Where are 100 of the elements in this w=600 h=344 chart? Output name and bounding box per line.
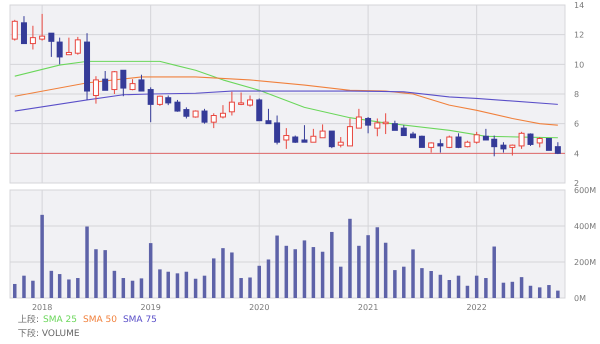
bar [67,279,71,298]
candlestick [12,19,18,42]
bar [520,277,524,298]
bar [158,269,162,298]
bar [50,270,54,298]
bar [492,246,496,298]
candlestick [111,70,118,94]
bar [411,249,415,298]
candlestick [220,104,226,119]
candlestick [174,99,180,112]
bar [248,277,252,298]
bar [429,271,433,298]
x-tick-label: 2018 [32,303,52,312]
bar [448,280,452,298]
bar [330,232,334,298]
bar [140,278,144,298]
y-tick-label: 2 [574,179,580,188]
bar [40,214,44,298]
candlestick [247,94,254,108]
candlestick [446,135,452,149]
candlestick [238,92,244,106]
candlestick [456,132,462,149]
text: SMA 25 [43,315,77,325]
bar [438,274,442,298]
candlestick [102,70,108,91]
candlestick [183,106,190,119]
line-series [14,90,558,112]
bar [484,278,488,298]
bar [456,276,460,298]
bar [474,276,478,298]
bar [202,276,206,298]
candlestick [365,116,372,134]
y-tick-label: 10 [574,60,584,70]
y-tick-label: 400M [574,222,596,231]
text: SMA 75 [122,315,157,325]
candlestick [120,70,126,97]
y-tick-label: 0M [574,294,586,303]
candlestick [274,115,280,145]
bar [384,242,388,298]
candlestick [536,136,543,148]
bar [94,249,98,298]
x-tick-label: 2019 [140,303,161,312]
y-tick-label: 200M [574,258,596,267]
candlestick [265,108,272,124]
candlestick [382,112,389,135]
candlestick [148,86,154,123]
y-tick-label: 12 [574,30,584,40]
candlestick [328,130,335,149]
candlestick [482,128,489,140]
y-tick-label: 6 [574,120,580,129]
bar [122,278,126,298]
candlestick [338,136,344,148]
candlestick [283,128,290,150]
candlestick [356,108,362,129]
candlestick [74,36,81,56]
bar [357,246,361,298]
bar [556,290,560,298]
candlestick [374,118,380,137]
candlestick [437,138,444,154]
line-series [14,76,558,126]
y-tick-label: 4 [574,149,580,158]
bar [230,252,234,298]
candlestick [500,142,506,154]
bar [302,240,306,298]
candlestick [210,112,217,129]
bar [528,286,532,298]
x-tick-label: 2021 [358,303,378,312]
bar [13,284,17,298]
candlestick [320,124,326,138]
candlestick [228,91,235,116]
candlestick [92,76,99,104]
candlestick [165,94,172,106]
candlestick [301,124,308,143]
bar [376,227,380,298]
bar [338,266,342,298]
candlestick [392,120,398,131]
bar [212,258,216,298]
bar [22,276,26,298]
bar [221,248,225,298]
bar [176,273,180,298]
candlestick [20,16,27,44]
y-tick-label: 600M [574,186,596,195]
y-tick-label: 14 [574,1,584,10]
bar [275,236,279,298]
bar [320,252,324,298]
bar [466,286,470,298]
candlestick [418,135,425,148]
bar [366,235,370,298]
bar [184,272,188,298]
candlestick [39,13,46,42]
candlestick [66,37,72,56]
candlestick [202,108,208,124]
candlestick [48,32,54,58]
candlestick [546,138,552,151]
bar [239,278,243,298]
bar [266,259,270,298]
bar [293,249,297,298]
x-tick-label: 2020 [249,303,270,312]
bar [85,226,89,298]
candlestick [428,142,434,154]
